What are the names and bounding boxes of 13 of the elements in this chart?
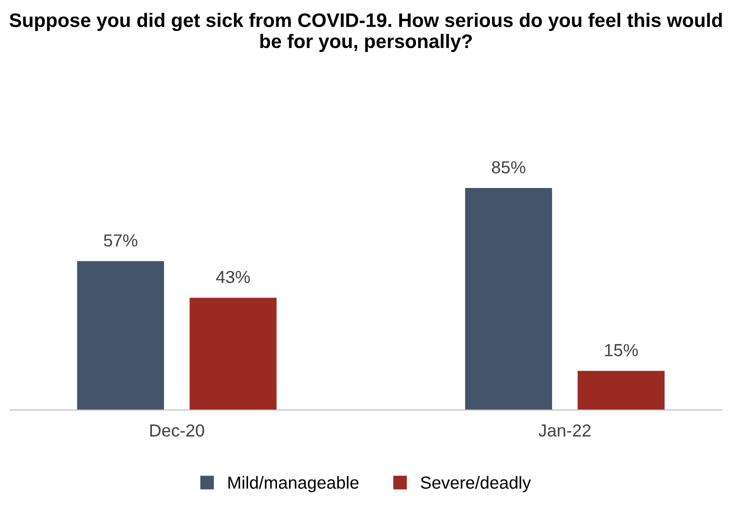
legend-label: Severe/deadly [420, 476, 531, 492]
bar [578, 370, 665, 410]
bar [190, 298, 277, 410]
x-tick-label: Dec-20 [150, 424, 204, 437]
data-label: 57% [104, 234, 138, 247]
data-label: 43% [216, 270, 250, 284]
data-label: 15% [605, 344, 638, 356]
chart-title: Suppose you did get sick from COVID-19. How serious do you feel this would be for you, personally? [10, 12, 722, 52]
data-label: 85% [492, 161, 526, 174]
bar [77, 261, 164, 410]
x-tick-label: Jan-22 [538, 424, 591, 437]
legend-label: Mild/manageable [228, 476, 358, 492]
bar [465, 188, 552, 410]
